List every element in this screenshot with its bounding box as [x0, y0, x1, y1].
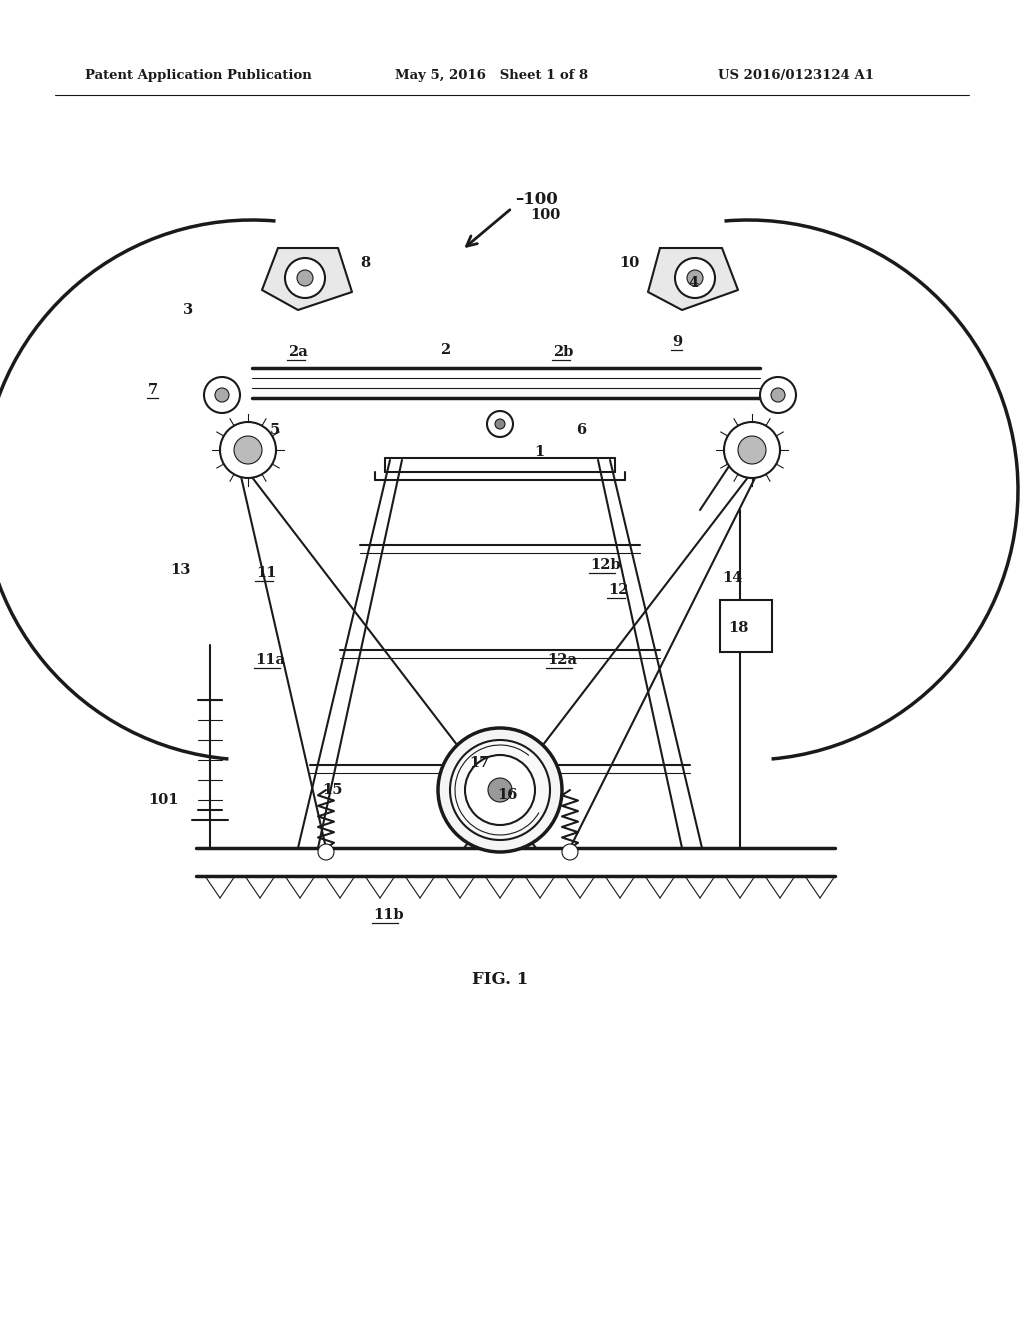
Text: 11b: 11b: [373, 908, 403, 921]
Circle shape: [760, 378, 796, 413]
Circle shape: [220, 422, 276, 478]
Circle shape: [204, 378, 240, 413]
Circle shape: [687, 271, 703, 286]
Polygon shape: [262, 248, 352, 310]
Text: 101: 101: [148, 793, 178, 807]
Text: May 5, 2016   Sheet 1 of 8: May 5, 2016 Sheet 1 of 8: [395, 69, 588, 82]
Text: 11: 11: [256, 566, 276, 579]
Text: 2b: 2b: [553, 345, 573, 359]
Circle shape: [487, 411, 513, 437]
Text: 9: 9: [672, 335, 682, 348]
Circle shape: [724, 422, 780, 478]
Text: 5: 5: [270, 422, 281, 437]
Text: 1: 1: [534, 445, 544, 459]
Text: 6: 6: [575, 422, 586, 437]
Text: 3: 3: [183, 304, 194, 317]
Text: 7: 7: [148, 383, 158, 397]
Text: 100: 100: [530, 209, 560, 222]
Circle shape: [465, 755, 535, 825]
Text: Patent Application Publication: Patent Application Publication: [85, 69, 311, 82]
Bar: [720, 601, 772, 652]
Text: 11a: 11a: [255, 653, 285, 667]
Text: 18: 18: [728, 620, 749, 635]
Circle shape: [771, 388, 785, 403]
Text: 2a: 2a: [288, 345, 308, 359]
Text: 2: 2: [440, 343, 451, 356]
Circle shape: [450, 741, 550, 840]
Circle shape: [562, 843, 578, 861]
Text: 17: 17: [469, 756, 489, 770]
Text: 8: 8: [360, 256, 370, 271]
Polygon shape: [648, 248, 738, 310]
Circle shape: [738, 436, 766, 465]
Circle shape: [438, 729, 562, 851]
Text: FIG. 1: FIG. 1: [472, 972, 528, 989]
Circle shape: [234, 436, 262, 465]
Text: 10: 10: [618, 256, 639, 271]
Text: 16: 16: [497, 788, 517, 803]
Text: 13: 13: [170, 564, 190, 577]
Text: US 2016/0123124 A1: US 2016/0123124 A1: [718, 69, 874, 82]
Circle shape: [318, 843, 334, 861]
Text: 4: 4: [688, 276, 698, 290]
Circle shape: [215, 388, 229, 403]
Text: –100: –100: [515, 191, 558, 209]
Text: 15: 15: [322, 783, 342, 797]
Circle shape: [488, 777, 512, 803]
Text: 12b: 12b: [590, 558, 621, 572]
Text: 12: 12: [608, 583, 629, 597]
Circle shape: [285, 257, 325, 298]
Circle shape: [675, 257, 715, 298]
Circle shape: [495, 418, 505, 429]
Text: 14: 14: [722, 572, 742, 585]
Text: 12a: 12a: [547, 653, 577, 667]
Circle shape: [297, 271, 313, 286]
